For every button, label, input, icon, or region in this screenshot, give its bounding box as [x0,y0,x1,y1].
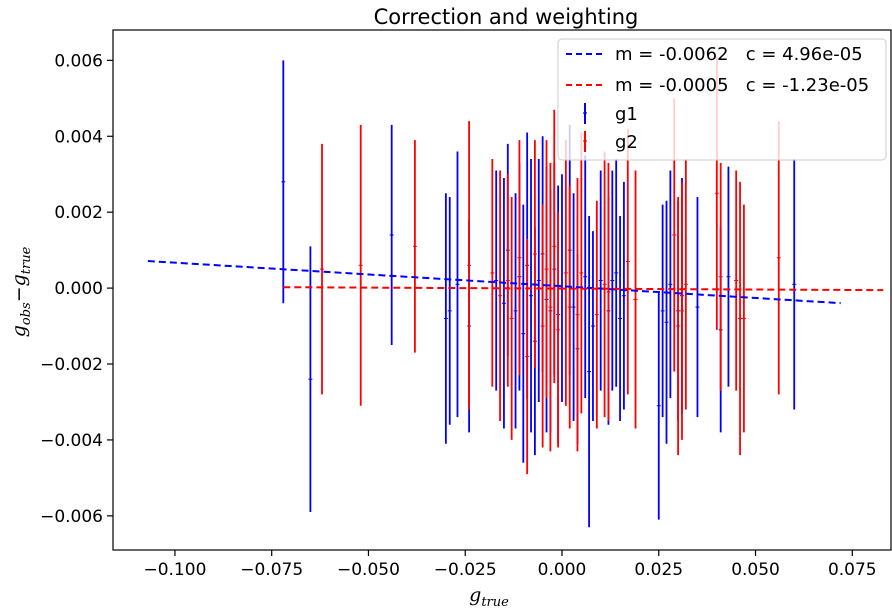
y-tick-label: −0.006 [40,507,103,527]
fit-line-layer [147,260,884,305]
y-tick-label: 0.000 [54,279,103,299]
chart-title: Correction and weighting [374,5,639,29]
x-tick-label: 0.000 [538,560,587,580]
legend-g1-label: g1 [615,104,638,125]
y-tick-label: −0.004 [40,431,103,451]
fit-line-2 [283,286,884,292]
y-axis-label: gobs−gtrue [8,246,34,337]
legend-g2-label: g2 [615,132,638,153]
y-tick-label: 0.006 [54,51,103,71]
plot-frame [112,29,892,551]
x-tick-label: −0.050 [337,560,400,580]
y-tick-label: −0.002 [40,355,103,375]
x-tick-label: −0.100 [143,560,206,580]
x-tick-label: −0.075 [240,560,303,580]
x-tick-label: −0.025 [434,560,497,580]
y-tick-label: 0.002 [54,203,103,223]
x-tick-label: 0.025 [634,560,683,580]
x-tick-label: 0.075 [828,560,877,580]
legend: m = -0.0062 c = 4.96e-05 m = -0.0005 c =… [557,38,887,161]
fit-line-1 [147,260,841,305]
series-layer [281,56,797,528]
legend-box [557,38,887,161]
legend-fit2-label: m = -0.0005 c = -1.23e-05 [615,75,869,96]
x-axis-label: gtrue [469,584,509,608]
x-axis-ticks: −0.100 −0.075 −0.050 −0.025 0.000 0.025 0.050 0… [143,550,877,580]
series-g2 [320,56,781,475]
legend-fit1-label: m = -0.0062 c = 4.96e-05 [615,44,863,65]
x-tick-label: 0.050 [731,560,780,580]
y-axis-ticks: −0.006 −0.004 −0.002 0.000 0.002 0.004 0.006 [40,51,113,527]
y-tick-label: 0.004 [54,127,103,147]
